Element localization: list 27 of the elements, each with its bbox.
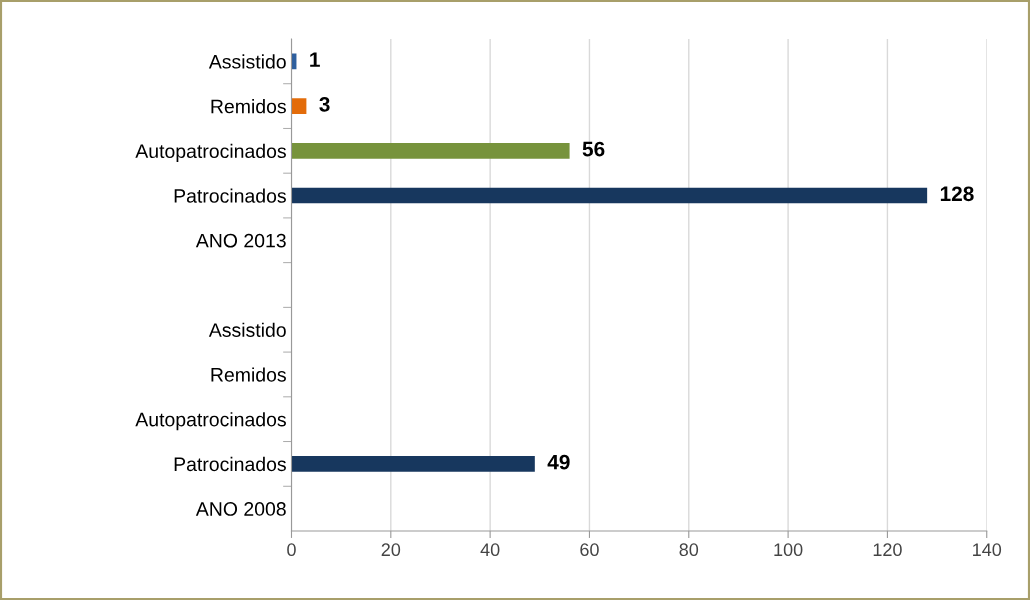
data-label: 56 [582, 141, 605, 157]
y-tick-label: Remidos [211, 99, 286, 114]
x-tick-label: 120 [873, 543, 902, 557]
bar [291, 98, 307, 114]
bar [291, 142, 570, 159]
x-tick-label: 140 [973, 543, 1002, 557]
x-tick-label: 100 [774, 543, 803, 557]
y-tick-label: Assistido [208, 322, 286, 337]
bar [291, 456, 535, 472]
data-label: 1 [310, 52, 320, 67]
y-tick-label: ANO 2008 [195, 502, 286, 516]
x-tick-label: 80 [679, 543, 699, 557]
bar [291, 187, 928, 204]
data-label: 3 [319, 96, 330, 112]
y-tick-label: Autopatrocinados [135, 412, 286, 431]
x-tick-label: 0 [287, 543, 296, 557]
x-tick-label: 60 [580, 543, 599, 557]
x-tick-label: 20 [381, 543, 401, 557]
y-tick-label: Assistido [208, 54, 286, 69]
y-tick-label: Patrocinados [174, 456, 286, 472]
y-tick-label: Autopatrocinados [135, 143, 286, 162]
y-tick-label: Patrocinados [174, 188, 286, 203]
y-tick-label: Remidos [211, 367, 286, 382]
data-label: 128 [940, 186, 974, 202]
data-label: 49 [547, 454, 570, 470]
y-tick-label: ANO 2013 [195, 233, 286, 248]
x-tick-label: 40 [480, 543, 500, 557]
